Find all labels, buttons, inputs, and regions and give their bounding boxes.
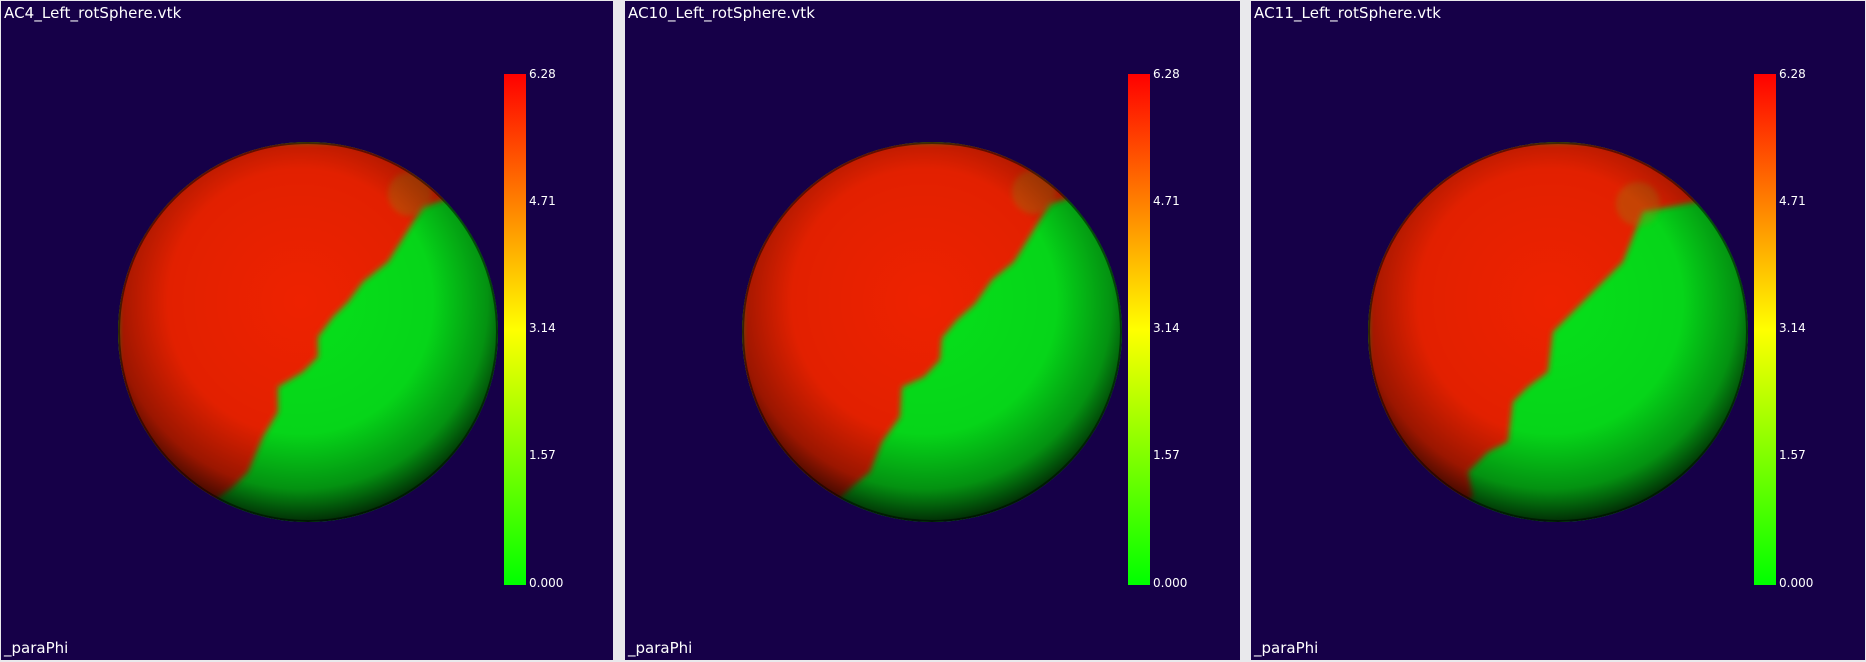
viewport-file-title: AC10_Left_rotSphere.vtk bbox=[628, 4, 816, 22]
render-viewport-2[interactable]: AC10_Left_rotSphere.vtk bbox=[625, 1, 1240, 660]
colorbar-tick-label: 3.14 bbox=[529, 321, 556, 335]
render-viewport-3[interactable]: AC11_Left_rotSphere.vtk bbox=[1251, 1, 1865, 660]
colorbar-tick-label: 3.14 bbox=[1153, 321, 1180, 335]
colorbar-tick-label: 6.28 bbox=[1779, 67, 1806, 81]
colorbar-tick-label: 0.000 bbox=[1153, 576, 1188, 590]
colorbar-tick-label: 1.57 bbox=[1779, 448, 1806, 462]
scalar-field-name: _paraPhi bbox=[1254, 639, 1319, 657]
colorbar-tick-label: 0.000 bbox=[529, 576, 564, 590]
viewport-file-title: AC4_Left_rotSphere.vtk bbox=[4, 4, 182, 22]
scalar-colorbar bbox=[504, 74, 526, 585]
scalar-colorbar bbox=[1754, 74, 1776, 585]
colorbar-tick-label: 0.000 bbox=[1779, 576, 1814, 590]
colorbar-tick-label: 4.71 bbox=[1779, 194, 1806, 208]
sphere-render[interactable] bbox=[1368, 142, 1748, 522]
colorbar-tick-label: 3.14 bbox=[1779, 321, 1806, 335]
scalar-colorbar bbox=[1128, 74, 1150, 585]
colorbar-tick-label: 6.28 bbox=[1153, 67, 1180, 81]
scalar-field-name: _paraPhi bbox=[628, 639, 693, 657]
sphere-render[interactable] bbox=[742, 142, 1122, 522]
viewport-file-title: AC11_Left_rotSphere.vtk bbox=[1254, 4, 1442, 22]
colorbar-tick-label: 4.71 bbox=[529, 194, 556, 208]
colorbar-tick-label: 1.57 bbox=[1153, 448, 1180, 462]
scalar-field-name: _paraPhi bbox=[4, 639, 69, 657]
colorbar-tick-label: 4.71 bbox=[1153, 194, 1180, 208]
colorbar-tick-label: 6.28 bbox=[529, 67, 556, 81]
sphere-render[interactable] bbox=[118, 142, 498, 522]
render-viewport-1[interactable]: AC4_Left_rotSphere.vtk bbox=[1, 1, 613, 660]
colorbar-tick-label: 1.57 bbox=[529, 448, 556, 462]
